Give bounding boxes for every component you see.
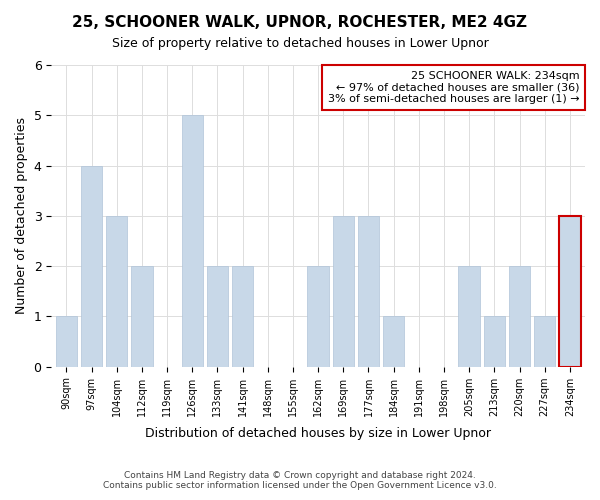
Bar bbox=[56, 316, 77, 366]
Bar bbox=[559, 216, 581, 366]
Bar bbox=[484, 316, 505, 366]
Bar bbox=[383, 316, 404, 366]
X-axis label: Distribution of detached houses by size in Lower Upnor: Distribution of detached houses by size … bbox=[145, 427, 491, 440]
Bar bbox=[182, 116, 203, 366]
Bar bbox=[131, 266, 152, 366]
Bar bbox=[332, 216, 354, 366]
Bar bbox=[106, 216, 127, 366]
Bar bbox=[232, 266, 253, 366]
Bar bbox=[358, 216, 379, 366]
Bar bbox=[534, 316, 556, 366]
Bar bbox=[509, 266, 530, 366]
Text: 25 SCHOONER WALK: 234sqm
← 97% of detached houses are smaller (36)
3% of semi-de: 25 SCHOONER WALK: 234sqm ← 97% of detach… bbox=[328, 71, 580, 104]
Bar bbox=[307, 266, 329, 366]
Y-axis label: Number of detached properties: Number of detached properties bbox=[15, 118, 28, 314]
Bar bbox=[207, 266, 228, 366]
Text: Contains HM Land Registry data © Crown copyright and database right 2024.
Contai: Contains HM Land Registry data © Crown c… bbox=[103, 470, 497, 490]
Text: Size of property relative to detached houses in Lower Upnor: Size of property relative to detached ho… bbox=[112, 38, 488, 51]
Bar bbox=[81, 166, 102, 366]
Text: 25, SCHOONER WALK, UPNOR, ROCHESTER, ME2 4GZ: 25, SCHOONER WALK, UPNOR, ROCHESTER, ME2… bbox=[73, 15, 527, 30]
Bar bbox=[458, 266, 480, 366]
